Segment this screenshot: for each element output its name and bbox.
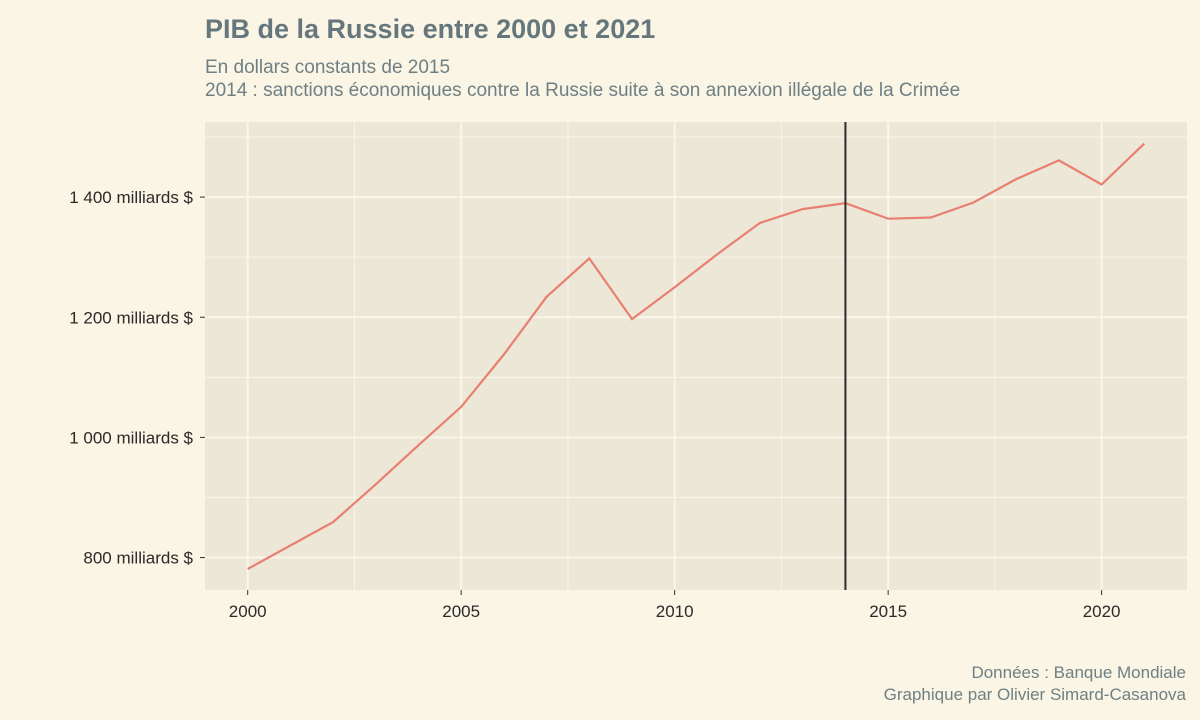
axis-ticks: [200, 196, 1103, 595]
major-gridlines: [205, 122, 1187, 590]
axis-tick-labels: 2000 2005 2010 2015 2020 800 milliards $ 1 000…: [69, 188, 1120, 621]
x-tick-label-2010: 2010: [656, 602, 694, 621]
chart-subtitle-units: En dollars constants de 2015: [205, 57, 451, 78]
chart-credit: Graphique par Olivier Simard-Casanova: [883, 685, 1186, 704]
x-tick-label-2020: 2020: [1083, 602, 1121, 621]
x-tick-label-2000: 2000: [229, 602, 267, 621]
data-source: Données : Banque Mondiale: [971, 663, 1186, 682]
y-tick-label-1000: 1 000 milliards $: [69, 428, 193, 447]
x-tick-label-2015: 2015: [869, 602, 907, 621]
y-tick-label-1200: 1 200 milliards $: [69, 308, 193, 327]
minor-gridlines: [205, 122, 1187, 590]
gdp-series-line: [247, 142, 1146, 570]
chart-subtitle-note: 2014 : sanctions économiques contre la R…: [205, 80, 961, 101]
y-tick-label-800: 800 milliards $: [83, 549, 193, 568]
chart-title: PIB de la Russie entre 2000 et 2021: [205, 14, 656, 44]
plot-panel: [205, 122, 1187, 590]
y-tick-label-1400: 1 400 milliards $: [69, 188, 193, 207]
x-tick-label-2005: 2005: [442, 602, 480, 621]
